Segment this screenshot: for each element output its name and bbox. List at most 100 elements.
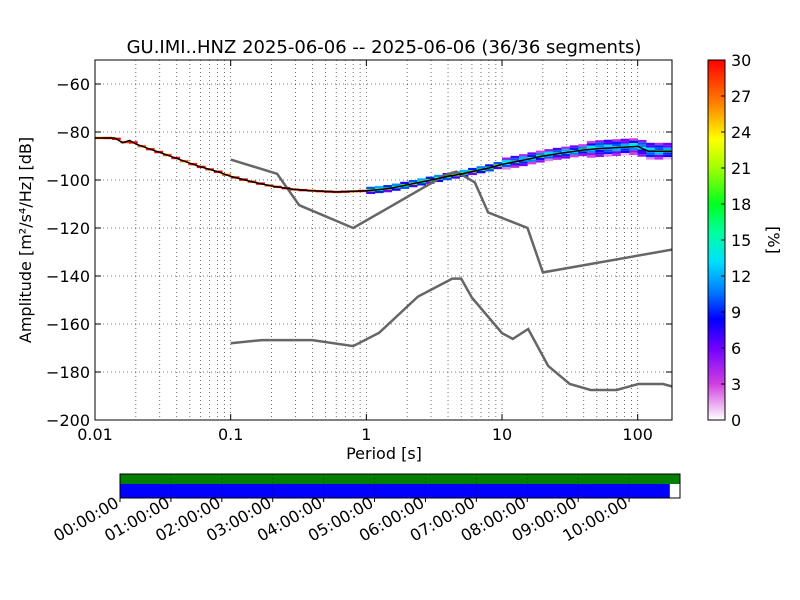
psd-cell (663, 152, 672, 155)
psd-cell (654, 157, 664, 160)
psd-cell (578, 146, 588, 149)
psd-cell (586, 152, 596, 156)
psd-cell (637, 149, 647, 152)
psd-cell (612, 151, 622, 154)
psd-cell (569, 145, 579, 148)
colorbar-tick-label: 24 (731, 123, 751, 142)
psd-cell (654, 147, 664, 150)
psd-cell (578, 153, 588, 157)
psd-cell (646, 145, 655, 148)
psd-cell (476, 170, 486, 174)
psd-cell (544, 149, 554, 152)
psd-cell (493, 166, 503, 170)
x-tick-label: 100 (622, 425, 653, 444)
psd-cell (629, 138, 638, 141)
psd-cell (510, 155, 520, 159)
y-tick-label: −200 (46, 411, 90, 430)
data-available-span (120, 474, 680, 484)
psd-cell (408, 180, 418, 183)
psd-cell (502, 157, 511, 160)
y-tick-label: −120 (46, 219, 90, 238)
psd-cell (620, 141, 630, 144)
psd-cell (586, 143, 596, 146)
psd-cell (586, 145, 596, 149)
psd-cell (544, 158, 554, 162)
psd-cell (561, 146, 571, 149)
mode-line (95, 137, 672, 193)
grid (95, 60, 672, 420)
psd-cell (476, 166, 486, 169)
psd-cell (671, 150, 672, 153)
psd-cell (629, 147, 638, 151)
y-axis-label: Amplitude [m²/s⁴/Hz] [dB] (16, 137, 35, 343)
psd-cell (637, 144, 647, 148)
psd-cell (637, 142, 647, 145)
colorbar-tick-label: 9 (731, 303, 741, 322)
y-tick-label: −80 (56, 123, 90, 142)
psd-cell (595, 154, 605, 158)
psd-cell (561, 148, 571, 152)
psd-cell (620, 153, 630, 156)
psd-cell (442, 177, 452, 181)
psd-cell (569, 152, 579, 155)
psd-cell (518, 154, 528, 157)
psd-cell (383, 189, 393, 193)
psd-cell (552, 155, 562, 158)
psd-cell (595, 142, 605, 146)
psd-cell (637, 151, 647, 155)
psd-cell (535, 150, 545, 153)
psd-cell (620, 148, 630, 151)
colorbar-tick-label: 12 (731, 267, 751, 286)
x-tick-label: 1 (361, 425, 371, 444)
data-available-track (120, 474, 680, 484)
psd-cell (493, 161, 503, 165)
psd-cell (527, 154, 537, 158)
psd-cell (535, 152, 545, 156)
psd-cell (468, 172, 477, 176)
psd-cell (671, 154, 672, 158)
model-curves (230, 158, 672, 392)
psd-cell (518, 156, 528, 159)
psd-cell (595, 140, 605, 143)
colorbar-tick-label: 3 (731, 375, 741, 394)
psd-cell (552, 150, 562, 153)
psd-cell (561, 156, 571, 159)
psd-cell (578, 151, 588, 154)
psd-cell (671, 152, 672, 155)
psd-cell (663, 142, 672, 146)
psd-cell (468, 167, 477, 171)
psd-cell (366, 186, 376, 190)
plot-frame (94, 59, 673, 421)
psd-cell (612, 153, 622, 157)
psd-cell (374, 185, 384, 189)
psd-cell (646, 147, 655, 150)
y-axis-ticks: −200 −180 −160 −140 −120 −100 −80 −60 (46, 75, 672, 430)
psd-cell (654, 145, 664, 148)
psd-cell (552, 147, 562, 151)
psd-cell (603, 154, 613, 157)
psd-cell (646, 152, 655, 155)
psd-cell (612, 144, 622, 147)
colorbar-label: [%] (764, 226, 783, 254)
colorbar-tick-label: 21 (731, 159, 751, 178)
psd-cell (502, 164, 511, 168)
segments-used-span (120, 484, 670, 498)
psd-cell (535, 157, 545, 161)
psd-cell (544, 156, 554, 159)
model-curve-nlnm (230, 277, 672, 392)
psd-cell (366, 191, 376, 194)
psd-cell (654, 142, 664, 146)
psd-cell (663, 145, 672, 148)
psd-cell (527, 159, 537, 162)
model-curve-nhnm (230, 158, 672, 274)
psd-cell (629, 150, 638, 153)
psd-cell (569, 154, 579, 158)
psd-cell (535, 160, 545, 163)
psd-cell (603, 151, 613, 155)
psd-cell (586, 155, 596, 158)
psd-cell (595, 152, 605, 155)
psd-cell (578, 144, 588, 147)
psd-cell (434, 174, 443, 178)
chart-title: GU.IMI..HNZ 2025-06-06 -- 2025-06-06 (36… (127, 37, 642, 58)
